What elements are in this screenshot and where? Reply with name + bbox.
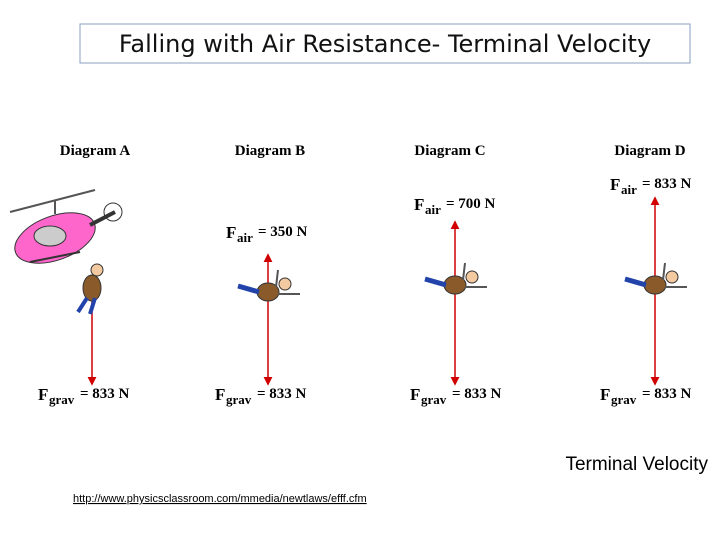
force-subscript: grav	[226, 392, 252, 407]
diagram-label: Diagram C	[414, 143, 485, 159]
force-symbol: F	[410, 385, 420, 404]
force-subscript: air	[621, 182, 637, 197]
force-subscript: grav	[49, 392, 75, 407]
skydiver	[76, 263, 104, 315]
skydiver-head	[90, 263, 104, 277]
skydiver-legs	[237, 283, 260, 295]
skydiver-legs	[424, 276, 447, 288]
source-link[interactable]: http://www.physicsclassroom.com/mmedia/n…	[73, 493, 367, 505]
force-value: = 350 N	[258, 224, 308, 240]
skydiver-body	[82, 274, 102, 302]
force-value: = 833 N	[452, 386, 502, 402]
force-value: = 833 N	[257, 386, 307, 402]
force-symbol: F	[600, 385, 610, 404]
skydiver-legs	[624, 276, 647, 288]
force-value: = 833 N	[642, 176, 692, 192]
skydiver	[624, 262, 687, 295]
skydiver-arms	[275, 269, 300, 295]
force-subscript: air	[237, 230, 253, 245]
force-symbol: F	[215, 385, 225, 404]
force-symbol: F	[610, 175, 620, 194]
diagram-label: Diagram A	[60, 143, 131, 159]
skydiver-head	[278, 277, 292, 291]
force-subscript: grav	[611, 392, 637, 407]
force-symbol: F	[414, 195, 424, 214]
skydiver	[424, 262, 487, 295]
skydiver-head	[465, 270, 479, 284]
skydiver-legs	[76, 296, 97, 315]
diagram-label: Diagram D	[614, 143, 685, 159]
diagram-label: Diagram B	[235, 143, 305, 159]
skydiver	[237, 269, 300, 302]
title-box	[79, 23, 691, 64]
force-value: = 833 N	[80, 386, 130, 402]
helicopter	[9, 189, 123, 264]
force-symbol: F	[38, 385, 48, 404]
caption: Terminal Velocity	[565, 454, 708, 475]
force-value: = 833 N	[642, 386, 692, 402]
force-value: = 700 N	[446, 196, 496, 212]
skydiver-head	[665, 270, 679, 284]
force-subscript: air	[425, 202, 441, 217]
title: Falling with Air Resistance- Terminal Ve…	[119, 30, 651, 58]
force-symbol: F	[226, 223, 236, 242]
force-subscript: grav	[421, 392, 447, 407]
skydiver-arms	[662, 262, 687, 288]
skydiver-arms	[462, 262, 487, 288]
